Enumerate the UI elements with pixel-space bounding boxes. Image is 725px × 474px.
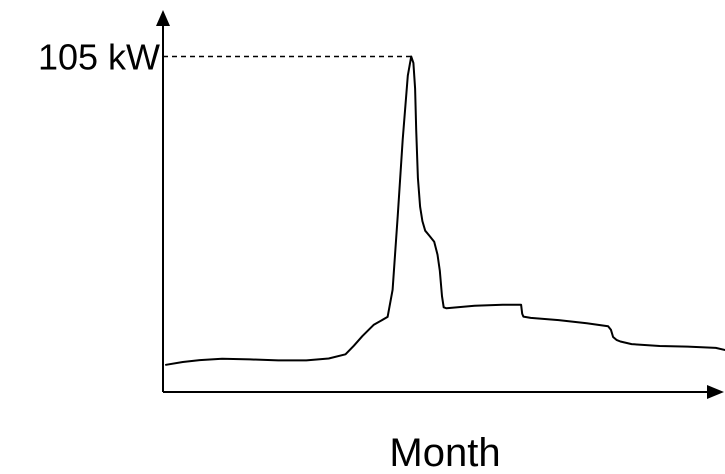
- y-axis-arrowhead: [156, 10, 170, 26]
- x-axis-label: Month: [389, 431, 500, 474]
- y-tick-label: 105 kW: [38, 37, 160, 78]
- series-line: [165, 55, 725, 366]
- x-axis-arrowhead: [707, 385, 724, 399]
